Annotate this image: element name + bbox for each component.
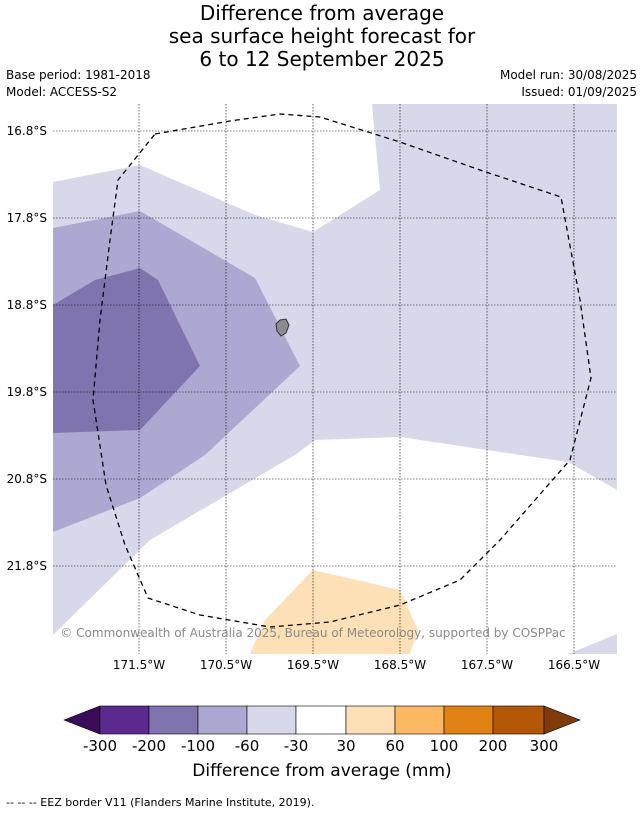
colorbar-tick: 60 — [385, 737, 404, 755]
lat-label: 19.8°S — [7, 385, 47, 399]
colorbar-tick: 200 — [479, 737, 508, 755]
colorbar-segment — [492, 705, 545, 735]
colorbar-tick: -100 — [181, 737, 215, 755]
lat-label: 20.8°S — [7, 472, 47, 486]
lon-label: 167.5°W — [461, 658, 513, 672]
island-land — [275, 318, 290, 337]
issued-date: Issued: 01/09/2025 — [521, 85, 637, 99]
lon-label: 169.5°W — [287, 658, 339, 672]
colorbar — [63, 705, 581, 735]
colorbar-segment — [197, 705, 248, 735]
colorbar-segment — [148, 705, 199, 735]
eez-border — [92, 113, 592, 628]
eez-footnote: -- -- -- EEZ border V11 (Flanders Marine… — [6, 796, 315, 809]
anomaly-field: © Commonwealth of Australia 2025, Bureau… — [53, 104, 617, 654]
lat-label: 17.8°S — [7, 211, 47, 225]
colorbar-tick: -60 — [235, 737, 260, 755]
colorbar-tick: 100 — [430, 737, 459, 755]
meta-left: Base period: 1981-2018 Model: ACCESS-S2 — [6, 67, 151, 101]
colorbar-tick: 30 — [336, 737, 355, 755]
colorbar-segment — [99, 705, 150, 735]
colorbar-extend-high — [543, 705, 581, 735]
lat-label: 16.8°S — [7, 124, 47, 138]
title-line-1: Difference from average — [199, 1, 445, 25]
colorbar-tick-labels: -300 -200 -100 -60 -30 30 60 100 200 300 — [83, 737, 558, 755]
longitude-labels: 171.5°W 170.5°W 169.5°W 168.5°W 167.5°W … — [113, 658, 600, 672]
map-title: Difference from average sea surface heig… — [0, 2, 644, 71]
lon-label: 171.5°W — [113, 658, 165, 672]
colorbar-title: Difference from average (mm) — [192, 761, 452, 781]
colorbar-segment — [345, 705, 396, 735]
contour-band-pos30 — [250, 570, 418, 654]
copyright-notice: © Commonwealth of Australia 2025, Bureau… — [60, 626, 565, 640]
colorbar-segment — [394, 705, 445, 735]
title-line-2: sea surface height forecast for — [168, 24, 476, 48]
contour-band-neg30-corner — [568, 634, 617, 654]
colorbar-segment — [443, 705, 494, 735]
lat-label: 18.8°S — [7, 298, 47, 312]
meta-right: Model run: 30/08/2025 Issued: 01/09/2025 — [500, 67, 637, 101]
lat-label: 21.8°S — [7, 559, 47, 573]
base-period: Base period: 1981-2018 — [6, 68, 151, 82]
lon-label: 170.5°W — [200, 658, 252, 672]
latitude-labels: 16.8°S 17.8°S 18.8°S 19.8°S 20.8°S 21.8°… — [7, 124, 47, 573]
colorbar-tick: -200 — [132, 737, 166, 755]
graticule — [53, 104, 617, 654]
colorbar-segment — [295, 705, 347, 735]
lon-label: 166.5°W — [548, 658, 600, 672]
title-line-3: 6 to 12 September 2025 — [199, 47, 445, 71]
colorbar-extend-low — [63, 705, 101, 735]
colorbar-tick: -300 — [83, 737, 117, 755]
model-name: Model: ACCESS-S2 — [6, 85, 118, 99]
colorbar-tick: 300 — [530, 737, 559, 755]
contour-band-neg30 — [53, 104, 617, 635]
colorbar-tick: -30 — [284, 737, 309, 755]
colorbar-segment — [246, 705, 297, 735]
lon-label: 168.5°W — [374, 658, 426, 672]
model-run: Model run: 30/08/2025 — [499, 68, 637, 82]
